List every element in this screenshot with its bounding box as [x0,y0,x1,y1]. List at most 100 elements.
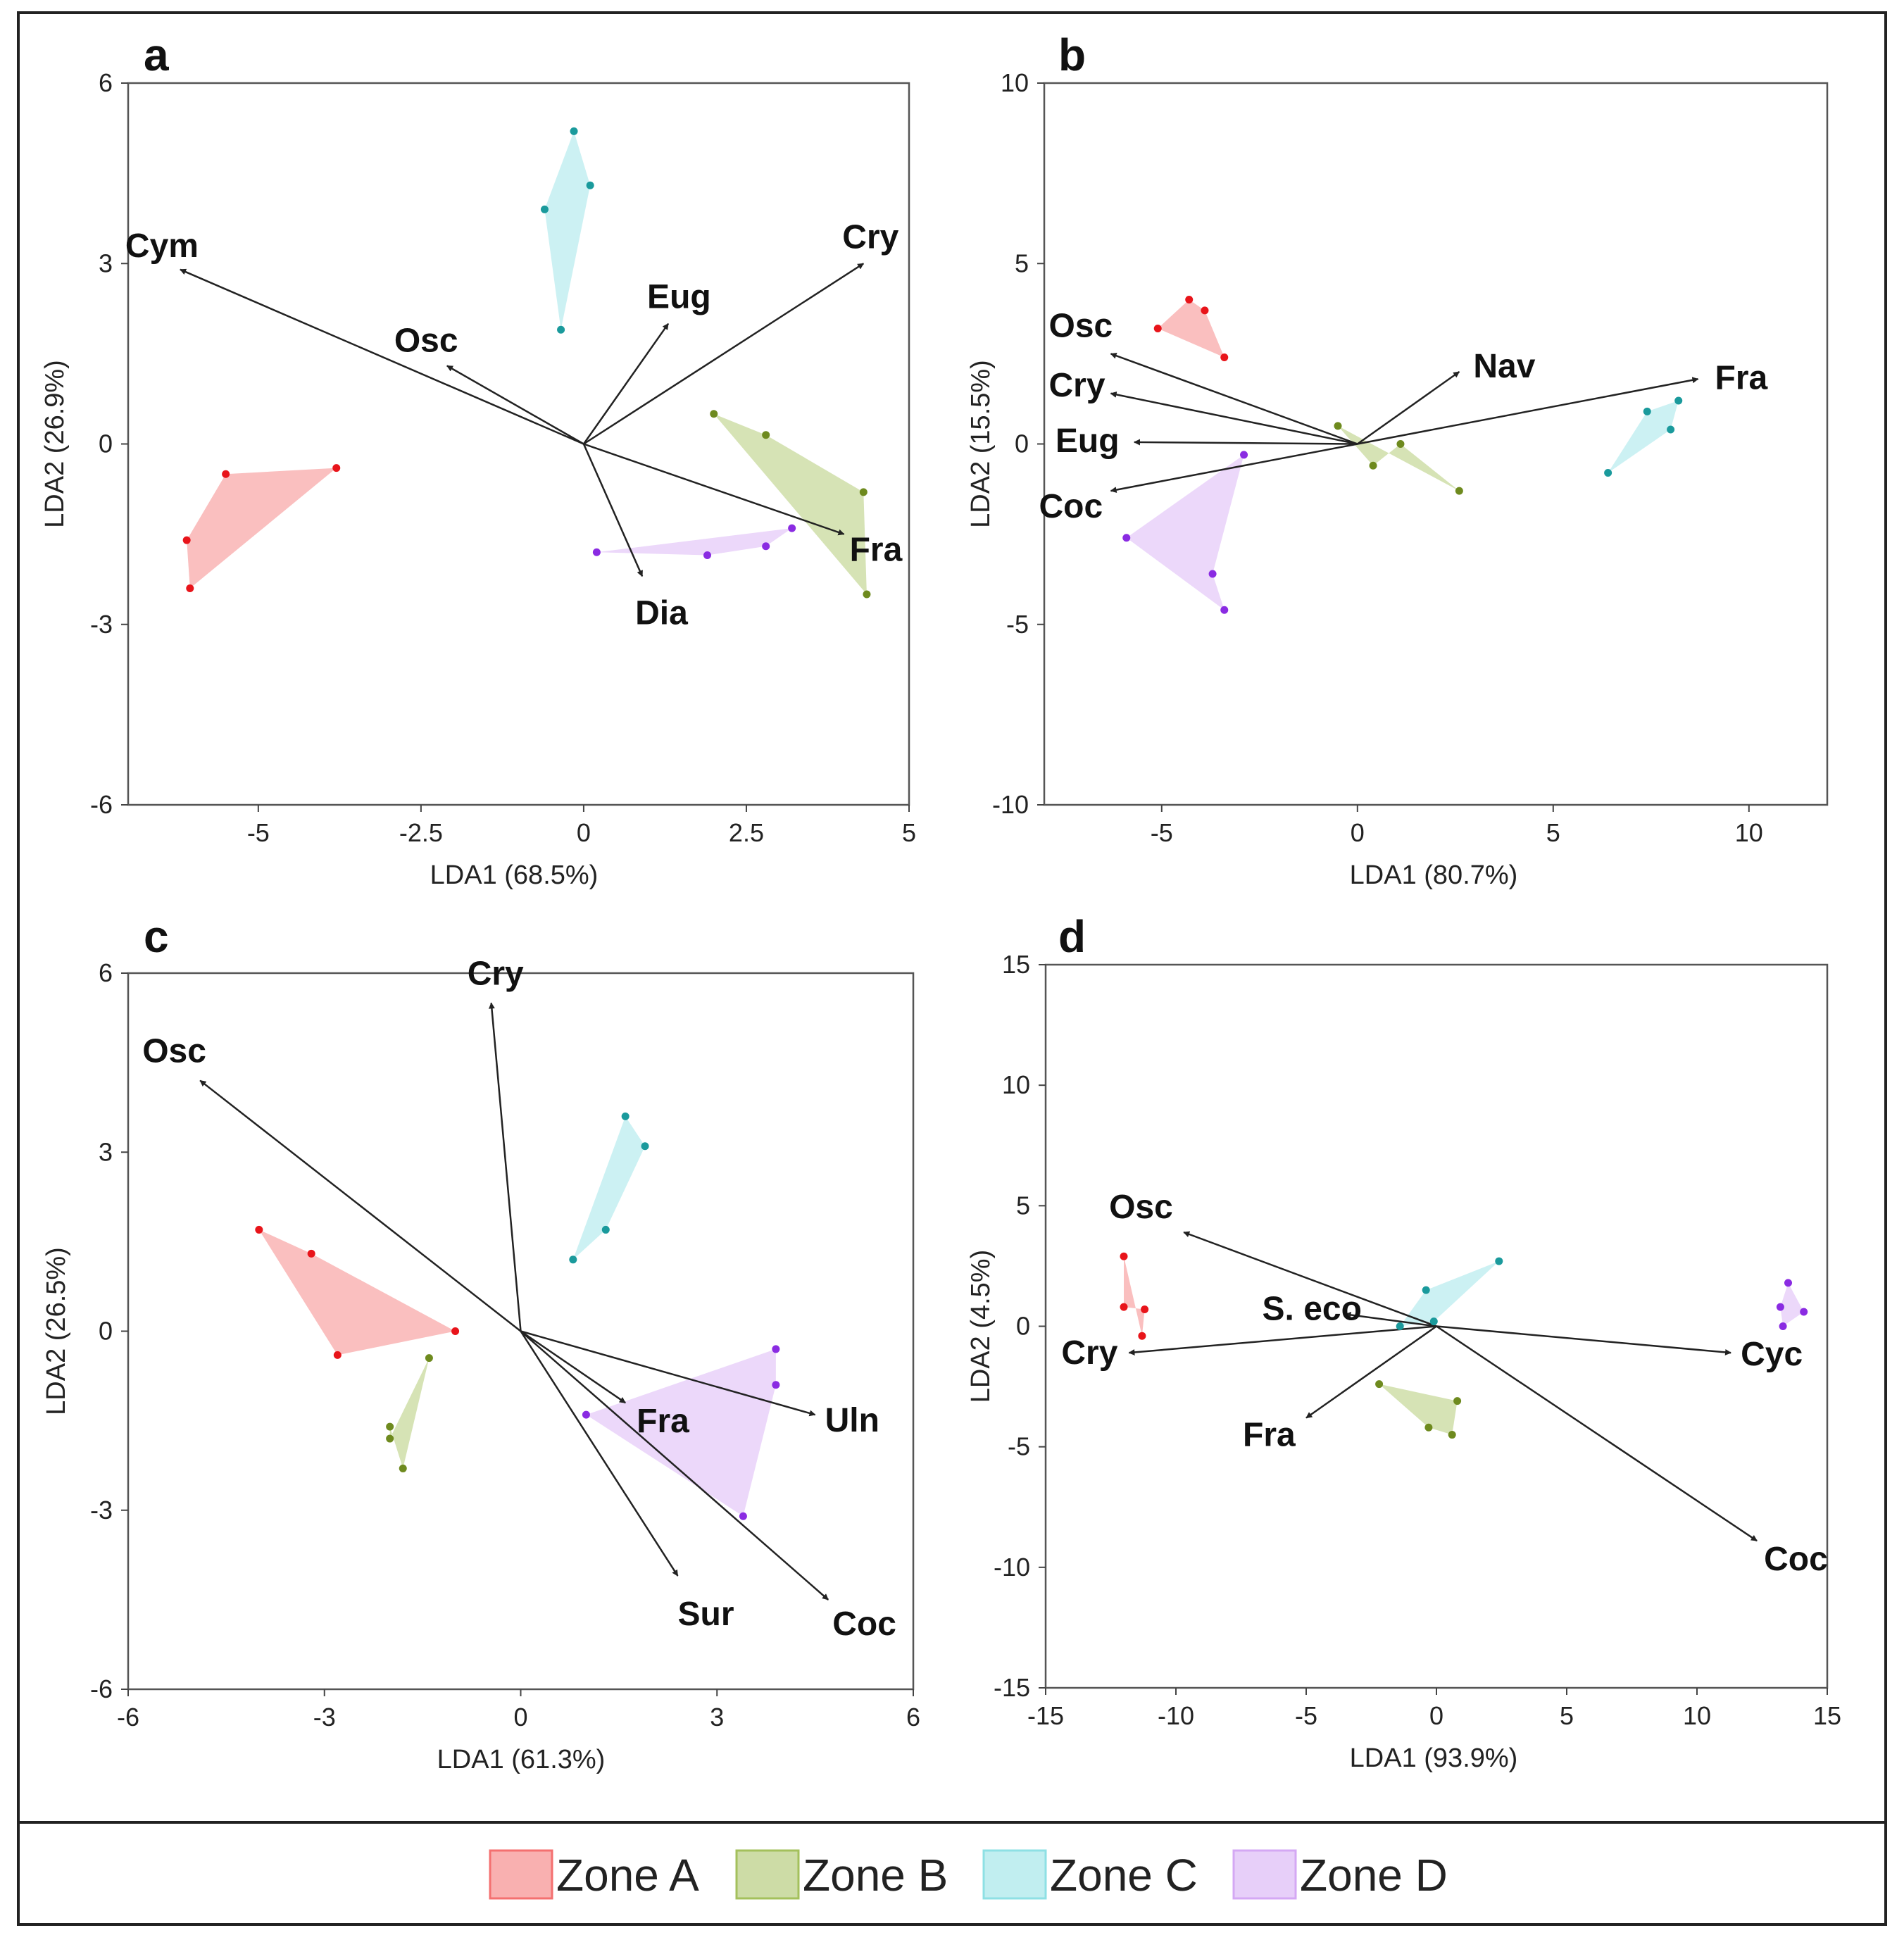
hull-zone-c [572,1116,646,1260]
vector-nav [1357,370,1460,445]
hull-zone-a [1158,299,1225,358]
point-zone-d [1779,1322,1787,1330]
hull-zone-d [596,528,792,556]
y-tick-label: 6 [99,68,113,97]
vector-label: Nav [1473,348,1535,385]
y-tick-label: -10 [992,790,1029,819]
vector-label: Cry [468,955,524,992]
y-tick-label: -5 [1006,610,1029,639]
point-zone-a [1138,1332,1146,1340]
x-tick-label: 5 [1560,1701,1574,1730]
y-tick-label: 5 [1016,1191,1030,1220]
panel-letter: a [144,30,169,80]
point-zone-b [425,1354,433,1363]
vector-s-eco [1344,1311,1437,1327]
point-zone-c [641,1142,649,1151]
x-tick-label: -3 [313,1703,336,1732]
point-zone-a [1153,325,1162,332]
hull-zone-b [389,1358,430,1469]
y-tick-label: 0 [1015,430,1029,458]
vector-osc [446,365,584,445]
point-zone-b [859,488,868,496]
point-zone-c [1667,425,1675,434]
legend: Zone A Zone B Zone C Zone D [489,1849,1448,1900]
vector-label: Cym [125,227,199,265]
point-zone-c [1422,1286,1430,1294]
y-axis-label: LDA2 (26.5%) [42,1247,71,1415]
point-zone-a [1120,1252,1128,1260]
vector-dia [582,443,644,577]
vector-label: Fra [1715,359,1768,396]
point-zone-d [582,1410,590,1419]
x-tick-label: -2.5 [399,818,443,847]
point-zone-a [333,1351,342,1359]
vector-coc [1436,1325,1758,1542]
point-zone-b [1448,1431,1456,1439]
point-zone-b [1424,1423,1433,1432]
x-tick-label: 0 [1429,1701,1443,1730]
panel-letter: b [1058,30,1086,80]
point-zone-a [1185,296,1194,303]
x-tick-label: 10 [1735,818,1763,847]
x-tick-label: 0 [1351,818,1365,847]
point-zone-a [222,470,230,478]
hull-zone-d [1780,1282,1804,1327]
point-zone-b [1455,487,1463,495]
panel-c: c -6 -3 0 3 6 -6 -3 0 3 6 LDA1 (61.3%) LDA2 (26.5%) O… [42,911,920,1774]
y-axis-label: LDA2 (4.5%) [966,1250,996,1403]
vector-label: Cyc [1741,1336,1803,1373]
x-tick-label: -5 [1151,818,1173,847]
legend-item-zone-d: Zone D [1232,1849,1448,1900]
point-zone-c [1674,396,1683,405]
point-zone-d [1776,1303,1784,1311]
legend-item-zone-a: Zone A [489,1849,699,1900]
vector-cry [488,1002,522,1332]
y-tick-label: -6 [90,1674,113,1703]
point-zone-c [1604,469,1612,477]
point-zone-a [1141,1305,1149,1314]
point-zone-a [1120,1303,1128,1311]
hull-zone-a [258,1229,456,1355]
y-tick-label: 0 [99,430,113,458]
y-tick-label: 15 [1002,950,1030,979]
x-tick-label: -5 [247,818,270,847]
vector-label: Fra [850,532,903,569]
vector-label: Osc [142,1033,206,1070]
panel-letter: c [144,911,169,962]
y-tick-label: -3 [90,610,113,639]
vector-label: Cry [1061,1334,1117,1372]
vector-label: Dia [635,594,688,632]
point-zone-b [399,1464,407,1472]
point-zone-c [1396,1322,1404,1330]
y-tick-label: 3 [99,249,113,277]
y-tick-label: 6 [99,958,113,987]
vector-label: Fra [1243,1417,1296,1454]
y-tick-label: -15 [994,1673,1030,1702]
y-tick-label: -6 [90,790,113,819]
point-zone-d [1800,1308,1808,1316]
vector-label: Cry [842,218,898,256]
point-zone-d [703,551,712,560]
point-zone-c [557,325,565,334]
vector-label: Eug [647,279,711,316]
vector-eug [1133,439,1358,446]
x-tick-label: 5 [902,818,916,847]
x-axis-label: LDA1 (80.7%) [1350,860,1518,890]
vector-cyc [1436,1325,1731,1355]
hull-zone-b [1379,1384,1458,1435]
vector-fra [1357,377,1699,445]
y-tick-label: 3 [99,1137,113,1166]
vector-osc [1110,352,1358,445]
figure-frame [17,11,1887,1926]
x-tick-label: 0 [513,1703,527,1732]
panels: a -5 -2.5 0 2.5 5 -6 -3 0 3 6 LDA1 (68.5%) LDA2 (26.… [40,30,1841,1774]
point-zone-c [570,127,578,135]
vector-cry [1110,391,1358,445]
point-zone-c [601,1225,610,1234]
point-zone-d [1122,534,1131,542]
point-zone-c [586,181,594,189]
x-axis-label: LDA1 (61.3%) [437,1745,606,1774]
x-tick-label: -6 [117,1703,139,1732]
point-zone-c [1495,1257,1503,1265]
vector-label: Eug [1056,422,1120,460]
